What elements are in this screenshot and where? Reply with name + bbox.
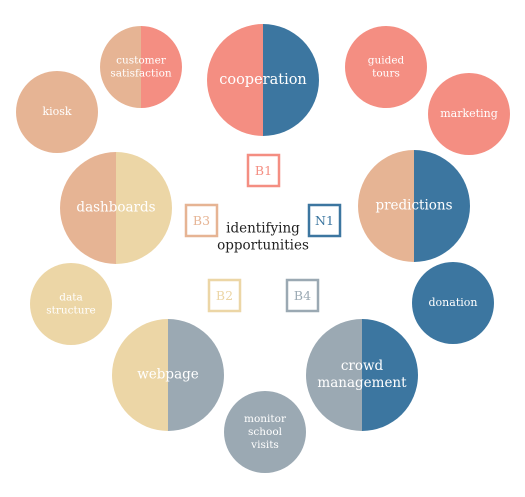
- node-webpage-left-half: [112, 319, 168, 431]
- node-guided-tours: guided tours: [345, 26, 427, 108]
- node-cooperation-right-half: [263, 24, 319, 136]
- node-customer-satisfaction-label-line-1: customer: [116, 54, 167, 66]
- node-predictions-left-half: [358, 150, 414, 262]
- nodes-layer: cooperation customer satisfaction guided tou…: [16, 24, 510, 473]
- code-box-b2: B2: [207, 278, 242, 313]
- node-monitor-school-visits-label-line-2: school: [248, 426, 283, 438]
- code-box-b1-label: B1: [255, 163, 272, 178]
- node-data-structure-circle: [30, 263, 112, 345]
- node-customer-satisfaction-right-half: [141, 26, 182, 108]
- node-crowd-management-label-line-1: crowd: [341, 358, 384, 374]
- node-webpage-right-half: [168, 319, 224, 431]
- node-cooperation-label-line-1: cooperation: [219, 72, 307, 88]
- code-box-b2-label: B2: [216, 288, 233, 303]
- code-box-n1: N1: [307, 203, 342, 238]
- node-marketing-label-line-1: marketing: [440, 107, 498, 120]
- node-dashboards: dashboards: [60, 152, 172, 264]
- node-donation-circle: [412, 262, 494, 344]
- node-dashboards-label-line-1: dashboards: [76, 200, 155, 216]
- node-data-structure-label-line-1: data: [59, 291, 82, 303]
- node-guided-tours-label-line-2: tours: [372, 68, 400, 80]
- node-guided-tours-label-line-1: guided: [368, 54, 405, 66]
- node-kiosk: kiosk: [16, 71, 98, 153]
- node-monitor-school-visits-label-line-1: monitor: [244, 413, 287, 425]
- node-customer-satisfaction-label-line-2: satisfaction: [110, 68, 172, 80]
- node-monitor-school-visits-circle: [224, 391, 306, 473]
- code-box-b1: B1: [246, 153, 281, 188]
- node-webpage-label-line-1: webpage: [137, 367, 199, 383]
- node-guided-tours-circle: [345, 26, 427, 108]
- node-predictions-right-half: [414, 150, 470, 262]
- code-box-b1-frame: [246, 153, 281, 188]
- node-crowd-management-label-line-2: management: [317, 375, 407, 391]
- node-webpage: webpage: [112, 319, 224, 431]
- node-customer-satisfaction-left-half: [100, 26, 141, 108]
- node-kiosk-circle: [16, 71, 98, 153]
- node-predictions: predictions: [358, 150, 470, 262]
- node-dashboards-right-half: [116, 152, 172, 264]
- node-data-structure-label-line-2: structure: [46, 305, 96, 317]
- node-marketing-circle: [428, 73, 510, 155]
- code-box-b4-frame: [285, 278, 320, 313]
- node-dashboards-left-half: [60, 152, 116, 264]
- code-box-b4-label: B4: [294, 288, 311, 303]
- node-monitor-school-visits-label-line-3: visits: [250, 439, 279, 451]
- node-crowd-management-right-half: [362, 319, 418, 431]
- node-customer-satisfaction: customer satisfaction: [100, 26, 182, 108]
- node-cooperation-left-half: [207, 24, 263, 136]
- code-box-n1-frame: [307, 203, 342, 238]
- node-kiosk-label-line-1: kiosk: [42, 105, 71, 118]
- node-predictions-label-line-1: predictions: [375, 198, 452, 214]
- code-box-b2-frame: [207, 278, 242, 313]
- node-cooperation: cooperation: [207, 24, 319, 136]
- node-donation-label-line-1: donation: [429, 296, 478, 309]
- center-label: identifying opportunities: [217, 221, 309, 254]
- node-data-structure: data structure: [30, 263, 112, 345]
- node-donation: donation: [412, 262, 494, 344]
- code-box-n1-label: N1: [315, 213, 334, 228]
- codes-layer: B1 B3 N1 B2 B4: [184, 153, 342, 313]
- code-box-b3-frame: [184, 203, 219, 238]
- center-label-line-1: identifying: [226, 221, 300, 237]
- node-crowd-management-left-half: [306, 319, 362, 431]
- node-marketing: marketing: [428, 73, 510, 155]
- code-box-b3: B3: [184, 203, 219, 238]
- code-box-b4: B4: [285, 278, 320, 313]
- code-box-b3-label: B3: [193, 213, 210, 228]
- center-label-line-2: opportunities: [217, 238, 309, 254]
